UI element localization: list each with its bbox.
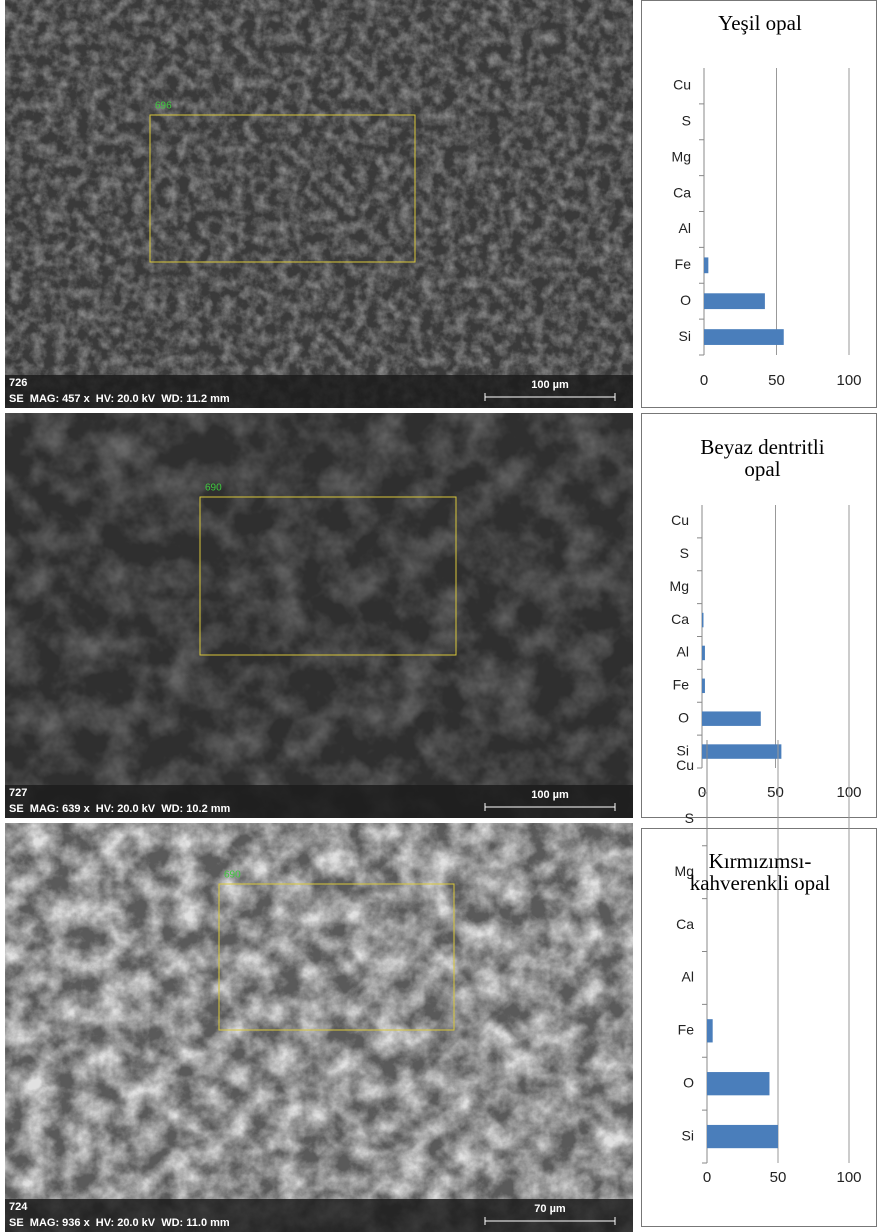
- bar: [702, 613, 703, 627]
- y-tick-label: Si: [677, 742, 689, 758]
- image-number: 726: [9, 377, 27, 389]
- page: 726 SE MAG: 457 x HV: 20.0 kV WD: 11.2 mm…: [0, 0, 879, 1232]
- y-tick-label: S: [685, 810, 694, 826]
- y-tick-label: Fe: [673, 677, 690, 693]
- y-tick-label: Ca: [671, 611, 689, 627]
- bar: [702, 744, 781, 758]
- x-tick-label: 0: [703, 1169, 711, 1186]
- bar: [704, 293, 765, 309]
- y-tick-label: Cu: [676, 757, 694, 773]
- y-tick-label: Fe: [675, 256, 692, 272]
- y-tick-label: Cu: [671, 512, 689, 528]
- image-info: SE MAG: 639 x HV: 20.0 kV WD: 10.2 mm: [9, 803, 231, 815]
- x-tick-label: 100: [836, 1169, 861, 1186]
- y-tick-label: S: [682, 113, 691, 129]
- y-tick-label: Mg: [672, 148, 691, 164]
- sem-texture: [5, 0, 633, 408]
- x-tick-label: 100: [836, 372, 861, 389]
- scale-label: 100 µm: [531, 789, 569, 801]
- image-number: 727: [9, 787, 27, 799]
- y-tick-label: Al: [682, 969, 694, 985]
- bar: [704, 329, 784, 345]
- figure: 726 SE MAG: 457 x HV: 20.0 kV WD: 11.2 mm…: [0, 0, 879, 1232]
- region-label: 690: [224, 870, 241, 881]
- bar: [702, 679, 705, 693]
- image-info: SE MAG: 936 x HV: 20.0 kV WD: 11.0 mm: [9, 1217, 230, 1229]
- bar: [702, 646, 705, 660]
- bar: [704, 257, 708, 273]
- y-tick-label: O: [683, 1074, 694, 1090]
- x-tick-label: 50: [767, 784, 784, 801]
- y-tick-label: Mg: [670, 578, 689, 594]
- bar: [702, 711, 761, 725]
- y-tick-label: O: [678, 709, 689, 725]
- chart-title: Kırmızımsı-kahverenkli opal: [660, 850, 860, 894]
- image-info: SE MAG: 457 x HV: 20.0 kV WD: 11.2 mm: [9, 393, 230, 405]
- bar: [707, 1019, 713, 1042]
- y-tick-label: Ca: [673, 184, 691, 200]
- bar: [707, 1125, 778, 1148]
- scale-label: 70 µm: [534, 1203, 566, 1215]
- y-tick-label: Al: [679, 220, 691, 236]
- y-tick-label: S: [680, 545, 689, 561]
- chart-frame: [642, 1, 877, 408]
- y-tick-label: Cu: [673, 77, 691, 93]
- region-label: 690: [205, 483, 222, 494]
- y-tick-label: O: [680, 292, 691, 308]
- y-tick-label: Si: [682, 1127, 694, 1143]
- bar: [707, 1072, 769, 1095]
- y-tick-label: Si: [679, 328, 691, 344]
- y-tick-label: Fe: [678, 1022, 695, 1038]
- sem-texture: [5, 413, 633, 818]
- y-tick-label: Ca: [676, 916, 694, 932]
- x-tick-label: 0: [700, 372, 708, 389]
- image-number: 724: [9, 1201, 28, 1213]
- region-label: 696: [155, 101, 172, 112]
- scale-label: 100 µm: [531, 379, 569, 391]
- x-tick-label: 50: [768, 372, 785, 389]
- chart-title: Yeşil opal: [660, 12, 860, 34]
- chart-title: Beyaz dentritli opal: [690, 436, 835, 480]
- x-tick-label: 50: [770, 1169, 787, 1186]
- y-tick-label: Al: [677, 644, 689, 660]
